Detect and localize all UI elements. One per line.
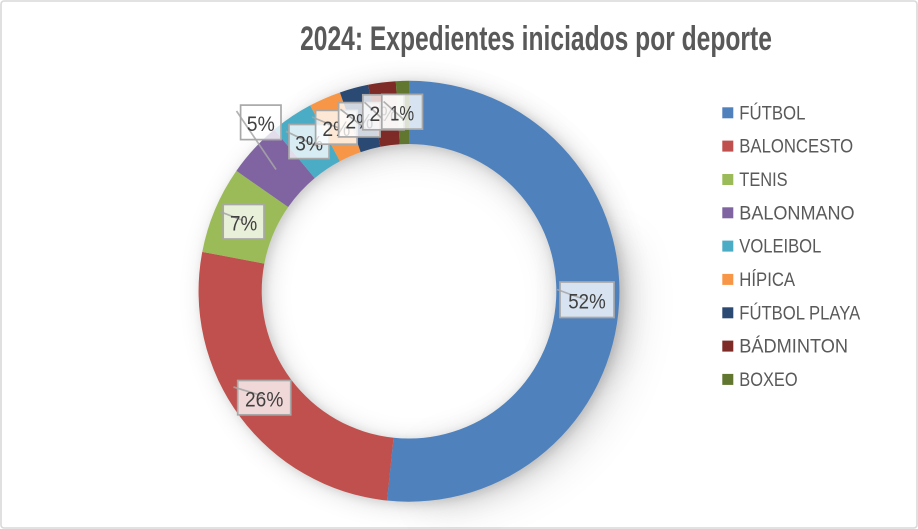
svg-text:TENIS: TENIS [739,169,787,191]
svg-text:FÚTBOL: FÚTBOL [739,101,805,124]
svg-text:7%: 7% [230,212,257,236]
svg-text:BALONCESTO: BALONCESTO [739,136,853,158]
svg-text:BOXEO: BOXEO [739,369,797,391]
svg-text:26%: 26% [245,387,283,411]
svg-text:HÍPICA: HÍPICA [739,268,795,291]
svg-text:BALONMANO: BALONMANO [739,202,854,224]
svg-text:VOLEIBOL: VOLEIBOL [739,236,821,258]
svg-text:BÁDMINTON: BÁDMINTON [739,335,848,358]
svg-text:1%: 1% [390,102,414,126]
svg-text:5%: 5% [247,112,275,136]
svg-text:2024: Expedientes iniciados po: 2024: Expedientes iniciados por deporte [300,20,772,58]
svg-text:52%: 52% [568,290,606,314]
svg-text:FÚTBOL PLAYA: FÚTBOL PLAYA [739,301,860,324]
